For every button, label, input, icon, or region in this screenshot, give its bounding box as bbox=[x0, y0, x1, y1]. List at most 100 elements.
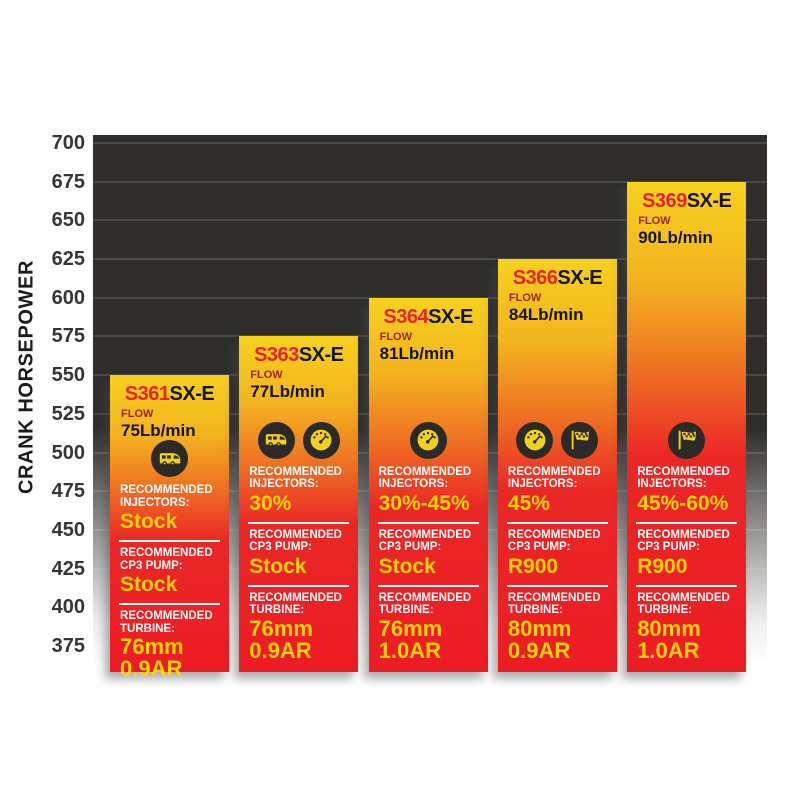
bar-spacer bbox=[627, 247, 746, 422]
turbo-bar-S369: S369SX-E FLOW 90Lb/min RECOMMENDED INJEC… bbox=[627, 181, 747, 672]
turbo-model-title: S366SX-E bbox=[498, 259, 617, 289]
turbine-ar: 0.9AR bbox=[507, 637, 571, 663]
flow-value: 75Lb/min bbox=[121, 421, 196, 441]
divider bbox=[248, 521, 350, 524]
model-number: S369 bbox=[641, 189, 687, 212]
y-tick-450: 450 bbox=[51, 518, 85, 541]
bar-spacer bbox=[369, 363, 488, 422]
y-tick-625: 625 bbox=[51, 248, 85, 271]
divider bbox=[377, 584, 479, 587]
y-tick-475: 475 bbox=[51, 480, 85, 503]
turbo-bar-S361: S361SX-E FLOW 75Lb/min RECOMMENDED INJEC… bbox=[110, 375, 229, 680]
injectors-value: 45%-60% bbox=[637, 491, 729, 515]
turbo-model-title: S361SX-E bbox=[110, 375, 229, 405]
turbo-bar-S363: S363SX-E FLOW 77Lb/min RECOMMEND bbox=[239, 336, 359, 672]
model-number: S366 bbox=[512, 267, 558, 290]
injectors-value: 45% bbox=[507, 491, 550, 515]
flow-value: 77Lb/min bbox=[250, 382, 325, 402]
injectors-value: 30% bbox=[249, 491, 292, 515]
turbine-ar: 0.9AR bbox=[120, 656, 183, 682]
model-suffix: SX-E bbox=[169, 383, 215, 406]
usage-icons-row bbox=[239, 421, 358, 459]
divider bbox=[377, 521, 479, 524]
divider bbox=[119, 603, 220, 606]
cp3-pump-value: Stock bbox=[378, 554, 436, 578]
injectors-value: 30%-45% bbox=[378, 491, 470, 515]
y-tick-650: 650 bbox=[51, 209, 85, 232]
turbo-model-title: S363SX-E bbox=[239, 336, 358, 366]
model-number: S364 bbox=[383, 305, 429, 328]
turbine-label: RECOMMENDED TURBINE: bbox=[120, 610, 213, 635]
injectors-label: RECOMMENDED INJECTORS: bbox=[120, 484, 213, 509]
model-number: S361 bbox=[124, 383, 170, 406]
y-tick-375: 375 bbox=[51, 635, 85, 657]
turbine-label: RECOMMENDED TURBINE: bbox=[249, 591, 342, 617]
turbine-label: RECOMMENDED TURBINE: bbox=[637, 591, 730, 617]
injectors-label: RECOMMENDED INJECTORS: bbox=[249, 465, 342, 491]
y-tick-575: 575 bbox=[51, 325, 85, 348]
y-tick-425: 425 bbox=[51, 557, 85, 580]
cp3-pump-label: RECOMMENDED CP3 PUMP: bbox=[249, 528, 342, 554]
injectors-value: Stock bbox=[120, 510, 178, 534]
y-tick-700: 700 bbox=[51, 132, 85, 154]
divider bbox=[506, 521, 608, 524]
usage-icons-row bbox=[627, 421, 746, 459]
cp3-pump-value: Stock bbox=[120, 573, 178, 597]
divider bbox=[248, 584, 350, 587]
y-tick-675: 675 bbox=[51, 170, 85, 193]
bar-spacer bbox=[498, 324, 617, 422]
turbo-model-title: S364SX-E bbox=[369, 298, 488, 328]
cp3-pump-label: RECOMMENDED CP3 PUMP: bbox=[507, 528, 601, 554]
turbine-label: RECOMMENDED TURBINE: bbox=[507, 591, 601, 617]
flow-value: 84Lb/min bbox=[508, 305, 584, 325]
y-tick-550: 550 bbox=[51, 364, 85, 387]
plot-area: S361SX-E FLOW 75Lb/min RECOMMENDED INJEC… bbox=[93, 135, 767, 700]
flow-label: FLOW bbox=[250, 369, 283, 382]
turbine-value: 80mm 0.9AR bbox=[498, 617, 617, 672]
gridline-700 bbox=[93, 142, 767, 144]
flow-label: FLOW bbox=[121, 408, 154, 421]
flow-label: FLOW bbox=[379, 330, 412, 343]
gauge-icon bbox=[516, 421, 554, 459]
turbine-ar: 1.0AR bbox=[378, 637, 441, 663]
model-suffix: SX-E bbox=[557, 267, 603, 290]
turbine-label: RECOMMENDED TURBINE: bbox=[378, 591, 472, 617]
turbine-ar: 1.0AR bbox=[637, 637, 700, 663]
rv-icon bbox=[257, 421, 295, 459]
model-suffix: SX-E bbox=[428, 305, 473, 328]
flow-value: 81Lb/min bbox=[379, 343, 455, 363]
flow-label: FLOW bbox=[638, 214, 671, 227]
cp3-pump-value: Stock bbox=[249, 554, 307, 578]
divider bbox=[636, 521, 738, 524]
injectors-label: RECOMMENDED INJECTORS: bbox=[637, 465, 730, 491]
cp3-pump-label: RECOMMENDED CP3 PUMP: bbox=[637, 528, 730, 554]
rv-icon bbox=[151, 440, 188, 478]
gauge-icon bbox=[409, 421, 447, 459]
flow-value: 90Lb/min bbox=[638, 227, 713, 247]
divider bbox=[506, 584, 608, 587]
divider bbox=[636, 584, 738, 587]
turbine-value: 76mm 0.9AR bbox=[110, 635, 229, 690]
turbo-bar-S364: S364SX-E FLOW 81Lb/min RECOMMENDED INJEC… bbox=[368, 297, 488, 672]
turbine-value: 76mm 1.0AR bbox=[369, 617, 488, 672]
y-tick-525: 525 bbox=[51, 402, 85, 425]
flag-icon bbox=[561, 421, 599, 459]
y-tick-500: 500 bbox=[51, 441, 85, 464]
turbine-value: 80mm 1.0AR bbox=[627, 617, 746, 672]
bar-spacer bbox=[239, 401, 358, 422]
model-suffix: SX-E bbox=[686, 189, 732, 212]
turbo-model-title: S369SX-E bbox=[627, 182, 746, 212]
cp3-pump-label: RECOMMENDED CP3 PUMP: bbox=[120, 547, 213, 572]
turbo-bar-S366: S366SX-E FLOW 84Lb/min bbox=[497, 259, 617, 672]
model-suffix: SX-E bbox=[298, 344, 344, 367]
flag-icon bbox=[668, 421, 706, 459]
cp3-pump-value: R900 bbox=[507, 554, 559, 578]
cp3-pump-value: R900 bbox=[637, 554, 688, 578]
flow-label: FLOW bbox=[508, 292, 542, 305]
model-number: S363 bbox=[254, 344, 299, 367]
injectors-label: RECOMMENDED INJECTORS: bbox=[507, 465, 601, 491]
cp3-pump-label: RECOMMENDED CP3 PUMP: bbox=[378, 528, 472, 554]
gauge-icon bbox=[302, 421, 340, 459]
divider bbox=[119, 540, 220, 543]
